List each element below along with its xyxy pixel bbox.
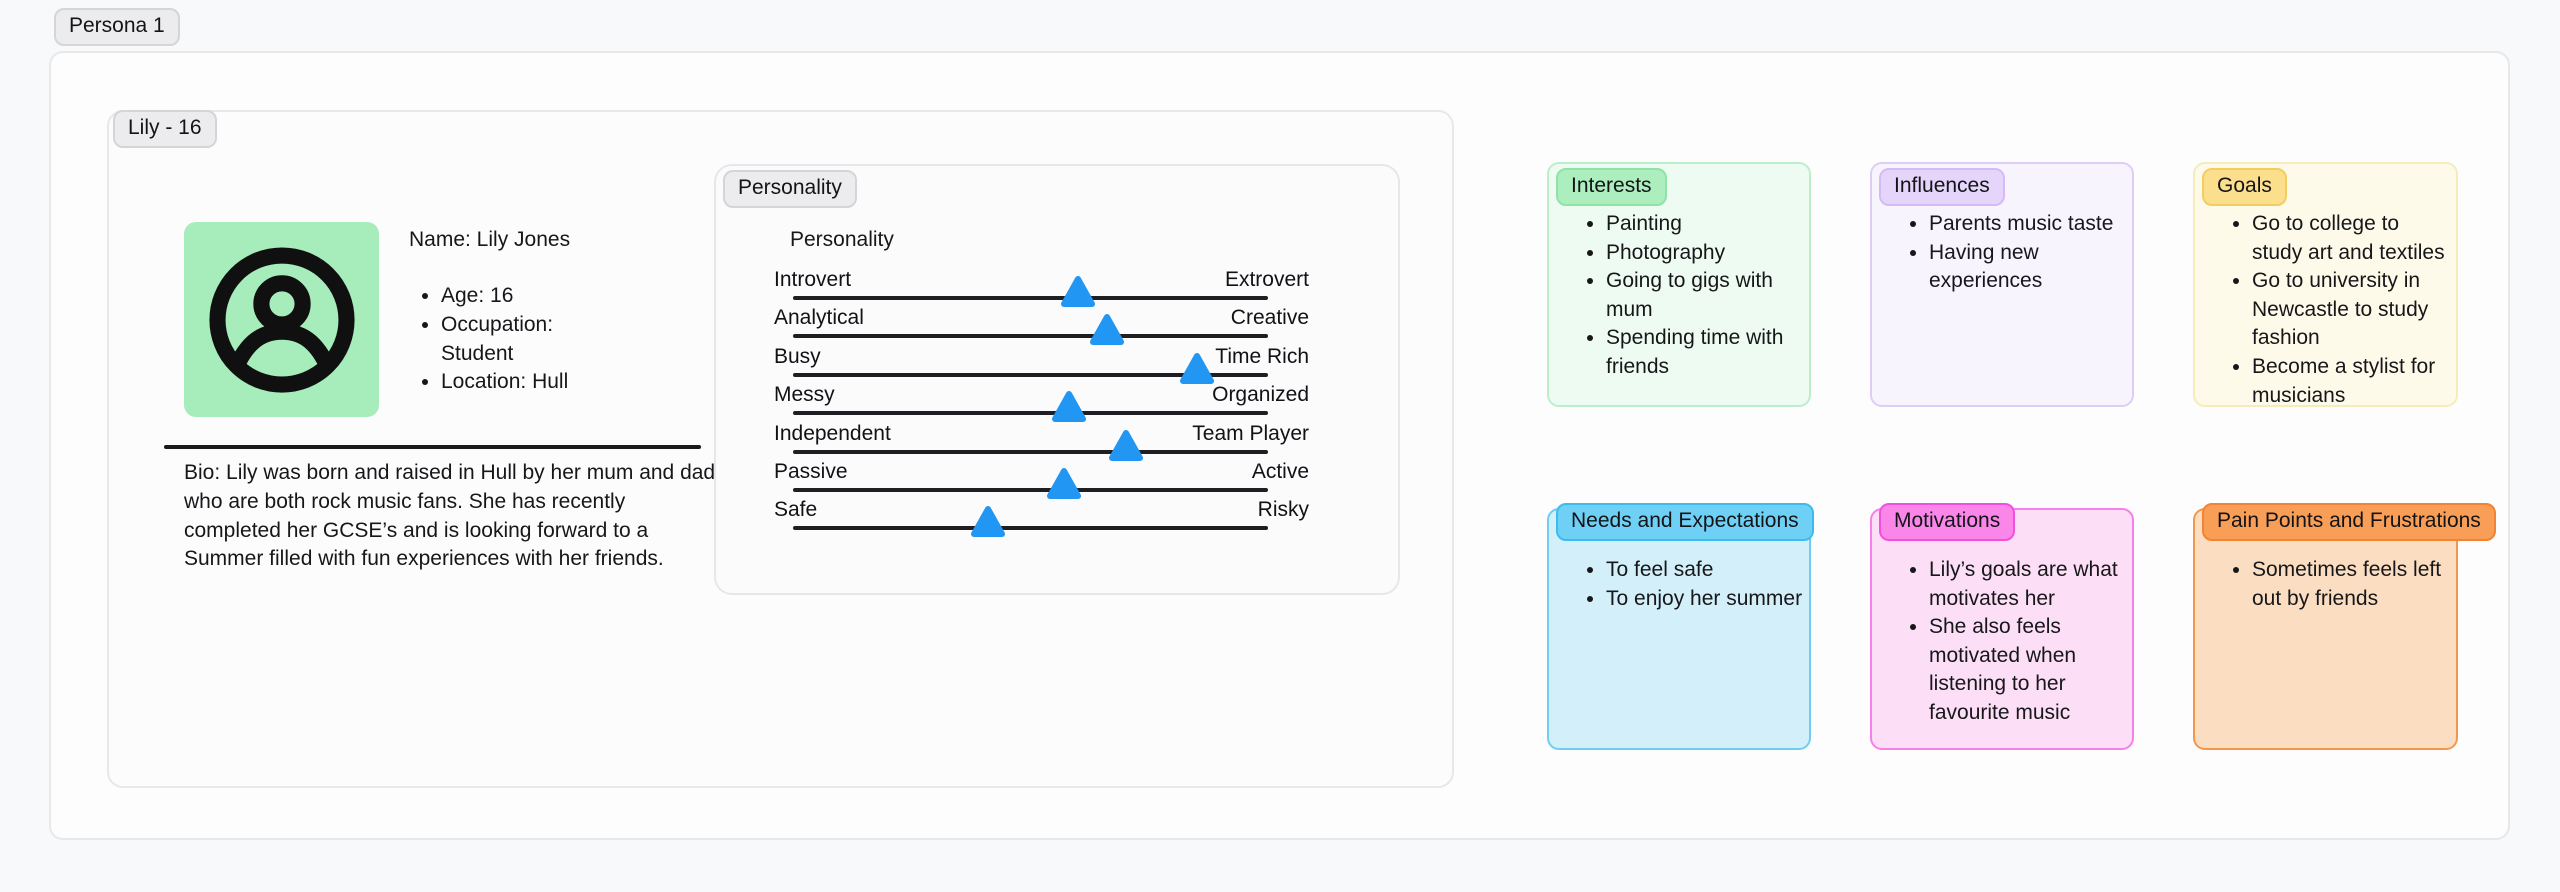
card-item: Lily’s goals are what motivates her bbox=[1929, 556, 2126, 613]
slider-row: Introvert Extrovert bbox=[716, 268, 1398, 309]
slider-left-label: Safe bbox=[774, 498, 818, 522]
profile-details: Age: 16 Occupation: Student Location: Hu… bbox=[409, 282, 614, 397]
slider-left-label: Busy bbox=[774, 344, 821, 368]
motivations-tag[interactable]: Motivations bbox=[1879, 503, 2016, 541]
avatar[interactable] bbox=[184, 222, 379, 417]
slider-right-label: Extrovert bbox=[1224, 268, 1309, 291]
slider-left-label: Messy bbox=[774, 383, 835, 407]
slider-track bbox=[793, 334, 1268, 339]
card-items: Lily’s goals are what motivates her She … bbox=[1872, 556, 2132, 728]
slider-marker-icon[interactable] bbox=[969, 505, 1007, 539]
slider-marker-icon[interactable] bbox=[1107, 429, 1145, 463]
goals-card[interactable]: Goals Go to college to study art and tex… bbox=[2193, 162, 2458, 407]
slider-left-label: Introvert bbox=[774, 268, 852, 291]
profile-card[interactable]: Lily - 16 Name: Lily Jones Age: 16 Occup… bbox=[107, 110, 1454, 788]
card-item: To feel safe bbox=[1606, 556, 1803, 585]
slider-row: Analytical Creative bbox=[716, 306, 1398, 347]
card-item: She also feels motivated when listening … bbox=[1929, 613, 2126, 727]
slider-marker-icon[interactable] bbox=[1178, 352, 1216, 386]
slider-left-label: Independent bbox=[774, 421, 891, 445]
personality-tag[interactable]: Personality bbox=[723, 170, 857, 208]
card-item: Going to gigs with mum bbox=[1606, 267, 1803, 324]
card-item: Parents music taste bbox=[1929, 210, 2126, 239]
slider-track bbox=[793, 372, 1268, 377]
slider-marker-icon[interactable] bbox=[1088, 313, 1126, 347]
needs-card[interactable]: Needs and Expectations To feel safe To e… bbox=[1547, 503, 1814, 750]
slider-right-label: Organized bbox=[1212, 383, 1309, 407]
card-items: Sometimes feels left out by friends bbox=[2195, 556, 2456, 613]
card-items: To feel safe To enjoy her summer bbox=[1549, 556, 1809, 613]
slider-track bbox=[793, 487, 1268, 492]
slider-track bbox=[793, 449, 1268, 454]
motivations-card[interactable]: Motivations Lily’s goals are what motiva… bbox=[1870, 503, 2134, 750]
slider-track bbox=[793, 526, 1268, 531]
influences-card[interactable]: Influences Parents music taste Having ne… bbox=[1870, 162, 2134, 407]
card-item: Photography bbox=[1606, 239, 1803, 268]
person-icon bbox=[208, 246, 355, 393]
profile-tag[interactable]: Lily - 16 bbox=[113, 110, 217, 148]
slider-track bbox=[793, 296, 1268, 300]
slider-right-label: Time Rich bbox=[1215, 344, 1309, 368]
interests-card[interactable]: Interests Painting Photography Going to … bbox=[1547, 162, 1811, 407]
bio-text: Bio: Lily was born and raised in Hull by… bbox=[184, 461, 716, 571]
slider-row: Independent Team Player bbox=[716, 421, 1398, 463]
slider-marker-icon[interactable] bbox=[1050, 390, 1088, 424]
personality-sliders: Introvert Extrovert Analytical Creative … bbox=[716, 268, 1398, 539]
influences-tag[interactable]: Influences bbox=[1879, 168, 2005, 206]
slider-track bbox=[793, 411, 1268, 416]
card-item: Become a stylist for musicians bbox=[2252, 353, 2450, 410]
bio-divider bbox=[164, 445, 701, 449]
detail-item: Location: Hull bbox=[441, 368, 614, 397]
slider-left-label: Analytical bbox=[774, 306, 864, 330]
card-item: Go to college to study art and textiles bbox=[2252, 210, 2450, 267]
slider-row: Safe Risky bbox=[716, 498, 1398, 539]
persona-tag[interactable]: Persona 1 bbox=[54, 8, 180, 46]
detail-item: Age: 16 bbox=[441, 282, 614, 311]
interests-tag[interactable]: Interests bbox=[1556, 168, 1667, 206]
slider-left-label: Passive bbox=[774, 459, 848, 483]
card-item: Spending time with friends bbox=[1606, 324, 1803, 381]
profile-name: Name: Lily Jones bbox=[409, 228, 571, 251]
pain-points-tag[interactable]: Pain Points and Frustrations bbox=[2202, 503, 2496, 541]
slider-right-label: Creative bbox=[1230, 306, 1309, 330]
personality-panel[interactable]: Personality Personality Introvert Extrov… bbox=[714, 164, 1400, 595]
card-item: Go to university in Newcastle to study f… bbox=[2252, 267, 2450, 353]
detail-item: Occupation: Student bbox=[441, 311, 614, 369]
card-item: To enjoy her summer bbox=[1606, 585, 1803, 614]
card-item: Sometimes feels left out by friends bbox=[2252, 556, 2450, 613]
slider-row: Passive Active bbox=[716, 459, 1398, 501]
slider-row: Busy Time Rich bbox=[716, 344, 1398, 386]
needs-tag[interactable]: Needs and Expectations bbox=[1556, 503, 1814, 541]
card-items: Go to college to study art and textiles … bbox=[2195, 210, 2456, 410]
goals-tag[interactable]: Goals bbox=[2202, 168, 2287, 206]
slider-marker-icon[interactable] bbox=[1059, 275, 1097, 309]
slider-row: Messy Organized bbox=[716, 383, 1398, 424]
pain-points-card[interactable]: Pain Points and Frustrations Sometimes f… bbox=[2193, 503, 2496, 750]
slider-right-label: Team Player bbox=[1192, 421, 1309, 445]
persona-board[interactable]: Lily - 16 Name: Lily Jones Age: 16 Occup… bbox=[49, 51, 2510, 840]
card-item: Painting bbox=[1606, 210, 1803, 239]
slider-right-label: Risky bbox=[1257, 498, 1309, 522]
card-item: Having new experiences bbox=[1929, 239, 2126, 296]
card-items: Painting Photography Going to gigs with … bbox=[1549, 210, 1809, 382]
card-items: Parents music taste Having new experienc… bbox=[1872, 210, 2132, 296]
slider-right-label: Active bbox=[1251, 459, 1309, 483]
slider-marker-icon[interactable] bbox=[1045, 467, 1083, 501]
personality-heading: Personality bbox=[790, 228, 894, 251]
